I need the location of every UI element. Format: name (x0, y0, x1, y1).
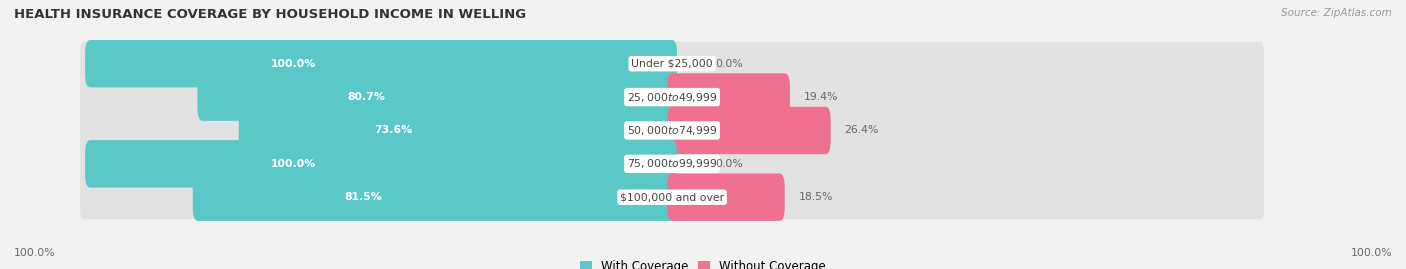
Text: 81.5%: 81.5% (344, 192, 382, 202)
Legend: With Coverage, Without Coverage: With Coverage, Without Coverage (575, 255, 831, 269)
Text: $100,000 and over: $100,000 and over (620, 192, 724, 202)
FancyBboxPatch shape (86, 40, 678, 87)
FancyBboxPatch shape (666, 73, 790, 121)
Text: 100.0%: 100.0% (271, 59, 316, 69)
Text: 0.0%: 0.0% (716, 159, 744, 169)
FancyBboxPatch shape (80, 142, 1264, 186)
FancyBboxPatch shape (80, 75, 1264, 119)
Text: 100.0%: 100.0% (1350, 248, 1392, 258)
FancyBboxPatch shape (666, 107, 831, 154)
Text: HEALTH INSURANCE COVERAGE BY HOUSEHOLD INCOME IN WELLING: HEALTH INSURANCE COVERAGE BY HOUSEHOLD I… (14, 8, 526, 21)
FancyBboxPatch shape (80, 42, 1264, 86)
FancyBboxPatch shape (193, 174, 678, 221)
Text: 100.0%: 100.0% (271, 159, 316, 169)
FancyBboxPatch shape (86, 140, 678, 187)
Text: $50,000 to $74,999: $50,000 to $74,999 (627, 124, 717, 137)
Text: 100.0%: 100.0% (14, 248, 56, 258)
Text: 73.6%: 73.6% (374, 125, 413, 136)
Text: $25,000 to $49,999: $25,000 to $49,999 (627, 91, 717, 104)
Text: 19.4%: 19.4% (803, 92, 838, 102)
Text: 18.5%: 18.5% (799, 192, 832, 202)
Text: Source: ZipAtlas.com: Source: ZipAtlas.com (1281, 8, 1392, 18)
Text: 26.4%: 26.4% (844, 125, 879, 136)
Text: $75,000 to $99,999: $75,000 to $99,999 (627, 157, 717, 170)
Text: Under $25,000: Under $25,000 (631, 59, 713, 69)
FancyBboxPatch shape (80, 175, 1264, 219)
FancyBboxPatch shape (197, 73, 678, 121)
FancyBboxPatch shape (239, 107, 678, 154)
Text: 80.7%: 80.7% (347, 92, 385, 102)
Text: 0.0%: 0.0% (716, 59, 744, 69)
FancyBboxPatch shape (80, 108, 1264, 153)
FancyBboxPatch shape (666, 174, 785, 221)
